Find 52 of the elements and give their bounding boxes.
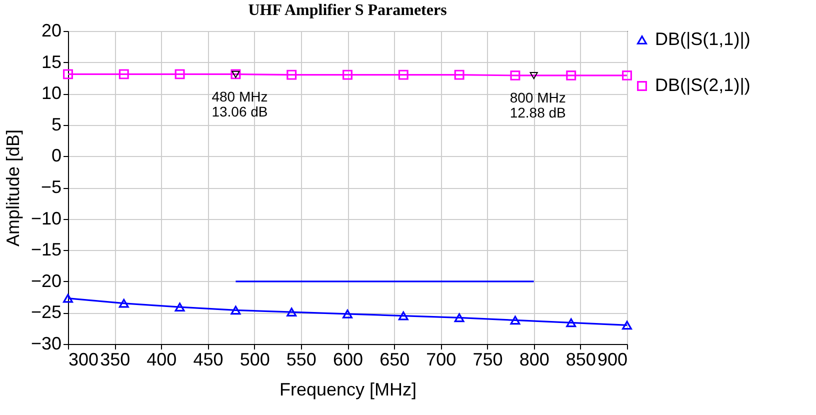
point	[118, 298, 129, 308]
chart-title: UHF Amplifier S Parameters	[248, 2, 447, 19]
point	[398, 70, 408, 80]
x-tick-label: 750	[472, 350, 503, 370]
point	[174, 302, 185, 312]
y-tick-label: −20	[30, 270, 62, 291]
y-axis-title: Amplitude [dB]	[2, 129, 23, 247]
x-tick-label: 350	[100, 350, 130, 370]
point	[454, 313, 464, 322]
annotation: 800 MHz 12.88 dB	[510, 90, 566, 121]
x-tick-label: 550	[286, 350, 316, 370]
point	[454, 70, 464, 80]
y-tick-label: −25	[30, 302, 62, 322]
x-tick-label: 500	[240, 350, 270, 370]
point	[63, 69, 73, 80]
x-tick-label: 600	[332, 350, 364, 370]
point	[566, 318, 576, 328]
x-tick-label: 800	[519, 350, 550, 370]
x-tick-label: 300	[68, 350, 99, 370]
y-tick-label: −5	[40, 177, 62, 197]
point	[63, 294, 73, 303]
annotation: 480 MHz 13.06 dB	[212, 88, 268, 120]
legend-label: DB(|S(2,1)|)	[655, 75, 750, 95]
x-tick-label: 850	[566, 350, 596, 370]
y-tick-label: 5	[51, 114, 62, 134]
y-tick-label: −10	[30, 208, 62, 228]
y-tick-label: −30	[30, 334, 62, 354]
x-tick-label: 700	[426, 350, 456, 370]
point	[286, 308, 297, 316]
point	[566, 70, 576, 80]
point	[510, 70, 520, 80]
x-tick-label: 450	[193, 350, 224, 370]
point	[342, 310, 352, 318]
point	[230, 306, 241, 315]
point	[342, 70, 352, 80]
y-tick-label: 20	[41, 20, 62, 40]
point	[622, 320, 632, 330]
x-axis-title: Frequency [MHz]	[279, 380, 417, 400]
point	[286, 70, 297, 80]
point	[398, 311, 408, 320]
x-tick-label: 650	[380, 350, 410, 370]
point	[622, 70, 632, 80]
x-tick-label: 900	[597, 350, 628, 370]
y-tick-label: 0	[51, 146, 62, 166]
point	[174, 69, 185, 80]
x-tick-label: 400	[146, 350, 177, 370]
point	[510, 316, 520, 325]
point	[118, 69, 129, 80]
legend-label: DB(|S(1,1)|)	[655, 29, 750, 49]
y-tick-label: 15	[41, 52, 62, 72]
y-tick-label: −15	[30, 240, 62, 260]
y-tick-label: 10	[41, 83, 62, 104]
